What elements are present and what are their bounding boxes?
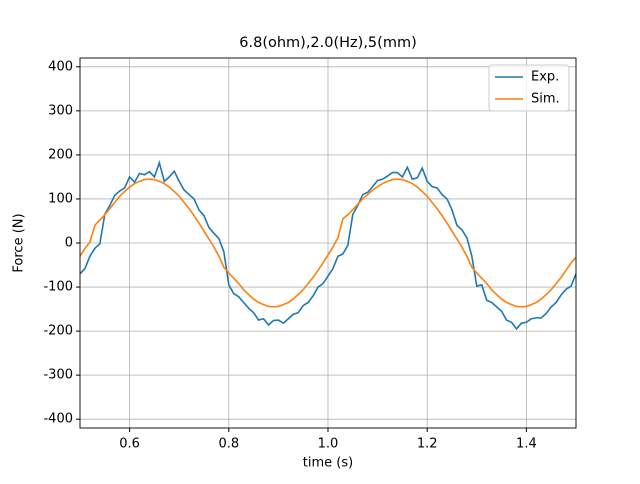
legend-label: Sim. xyxy=(531,92,560,107)
y-tick-label: 0 xyxy=(65,236,73,251)
x-tick-label: 0.8 xyxy=(218,437,239,452)
y-tick-label: 400 xyxy=(48,59,73,74)
x-tick-label: 0.6 xyxy=(119,437,140,452)
chart-title: 6.8(ohm),2.0(Hz),5(mm) xyxy=(239,35,416,51)
y-tick-label: 300 xyxy=(48,103,73,118)
y-tick-label: -300 xyxy=(43,368,73,383)
plot-frame xyxy=(79,57,577,429)
y-tick-label: -200 xyxy=(43,324,73,339)
y-tick-label: -100 xyxy=(43,280,73,295)
x-tick-label: 1.0 xyxy=(318,437,339,452)
y-axis-label: Force (N) xyxy=(12,213,27,272)
legend-label: Exp. xyxy=(531,70,559,85)
x-tick-label: 1.4 xyxy=(516,437,537,452)
x-tick-label: 1.2 xyxy=(417,437,438,452)
y-tick-label: -400 xyxy=(43,412,73,427)
data-line xyxy=(80,178,576,308)
y-tick-label: 200 xyxy=(48,147,73,162)
y-tick-label: 100 xyxy=(48,191,73,206)
x-axis-label: time (s) xyxy=(303,456,353,471)
data-line xyxy=(80,160,576,331)
